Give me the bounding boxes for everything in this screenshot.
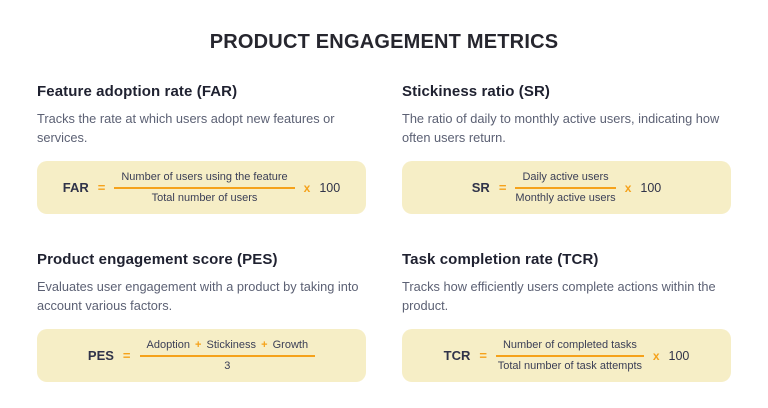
formula-box-far: FAR = Number of users using the feature … [37, 161, 366, 214]
plus-sign: + [195, 339, 202, 351]
formula-label-sr: SR [471, 180, 490, 195]
fraction-sr: Daily active users Monthly active users [515, 171, 616, 204]
formula-label-tcr: TCR [443, 348, 471, 363]
factor-100: 100 [640, 180, 662, 195]
numerator-tcr: Number of completed tasks [495, 339, 644, 357]
fraction-far: Number of users using the feature Total … [114, 171, 295, 204]
metric-card-tcr: Task completion rate (TCR) Tracks how ef… [402, 251, 731, 382]
multiply-sign: x [303, 180, 311, 195]
formula-box-pes: PES = Adoption + Stickiness + Growth 3 [37, 329, 366, 382]
denominator-sr: Monthly active users [515, 192, 616, 204]
multiply-sign: x [652, 348, 660, 363]
equals-sign: = [122, 348, 131, 363]
factor-100: 100 [668, 348, 690, 363]
equals-sign: = [97, 180, 106, 195]
denominator-pes: 3 [224, 360, 231, 372]
numerator-term-stickiness: Stickiness [206, 339, 257, 351]
formula-box-tcr: TCR = Number of completed tasks Total nu… [402, 329, 731, 382]
multiply-sign: x [624, 180, 632, 195]
metric-card-sr: Stickiness ratio (SR) The ratio of daily… [402, 83, 731, 214]
metric-card-far: Feature adoption rate (FAR) Tracks the r… [37, 83, 366, 214]
numerator-term-growth: Growth [272, 339, 309, 351]
metric-card-pes: Product engagement score (PES) Evaluates… [37, 251, 366, 382]
plus-sign: + [261, 339, 268, 351]
fraction-tcr: Number of completed tasks Total number o… [495, 339, 644, 372]
metric-description-sr: The ratio of daily to monthly active use… [402, 111, 720, 145]
formula-label-far: FAR [62, 180, 89, 195]
numerator-pes: Adoption + Stickiness + Growth [139, 339, 316, 357]
fraction-pes: Adoption + Stickiness + Growth 3 [139, 339, 316, 372]
metric-description-far: Tracks the rate at which users adopt new… [37, 111, 335, 145]
factor-100: 100 [319, 180, 341, 195]
page-title: PRODUCT ENGAGEMENT METRICS [209, 31, 559, 53]
metrics-grid: Feature adoption rate (FAR) Tracks the r… [0, 83, 768, 382]
denominator-far: Total number of users [151, 192, 258, 204]
metric-description-pes: Evaluates user engagement with a product… [37, 279, 359, 313]
metric-title-pes: Product engagement score (PES) [37, 251, 278, 268]
numerator-far: Number of users using the feature [114, 171, 295, 189]
equals-sign: = [498, 180, 507, 195]
formula-box-sr: SR = Daily active users Monthly active u… [402, 161, 731, 214]
equals-sign: = [479, 348, 487, 363]
formula-label-pes: PES [87, 348, 114, 363]
numerator-sr: Daily active users [515, 171, 616, 189]
metric-title-far: Feature adoption rate (FAR) [37, 83, 238, 100]
metric-title-tcr: Task completion rate (TCR) [402, 251, 599, 268]
denominator-tcr: Total number of task attempts [497, 360, 643, 372]
metric-description-tcr: Tracks how efficiently users complete ac… [402, 279, 716, 313]
numerator-term-adoption: Adoption [146, 339, 190, 351]
metric-title-sr: Stickiness ratio (SR) [402, 83, 550, 100]
